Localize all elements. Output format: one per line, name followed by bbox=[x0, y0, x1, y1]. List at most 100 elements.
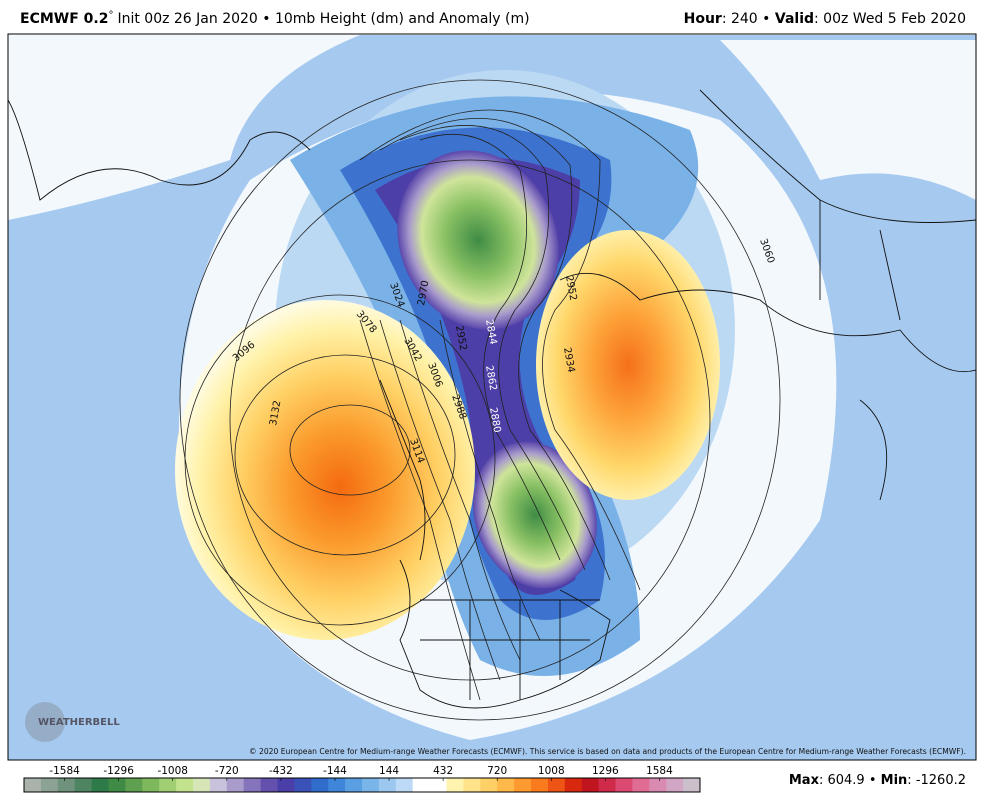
anomaly-fill bbox=[175, 300, 475, 640]
colorbar-swatch bbox=[412, 778, 431, 792]
anomaly-fill bbox=[8, 35, 360, 220]
contour-label: 2880 bbox=[487, 407, 502, 434]
colon: : bbox=[819, 773, 828, 788]
contour bbox=[439, 319, 541, 641]
init-text: Init 00z 26 Jan 2020 • 10mb Height (dm) … bbox=[117, 11, 529, 27]
contour-label: 2844 bbox=[483, 319, 498, 346]
header-left: ECMWF 0.2° Init 00z 26 Jan 2020 • 10mb He… bbox=[20, 10, 530, 27]
contour bbox=[359, 109, 641, 591]
colorbar-swatch bbox=[294, 778, 312, 792]
colorbar-swatch bbox=[74, 778, 93, 792]
colorbar-tick-label: -144 bbox=[323, 765, 347, 777]
min-value: -1260.2 bbox=[916, 773, 966, 788]
contour-label: 2934 bbox=[561, 347, 576, 374]
max-value: 604.9 bbox=[827, 773, 864, 788]
contour bbox=[419, 133, 561, 561]
colorbar-swatch bbox=[226, 778, 245, 792]
colorbar-tick-label: 144 bbox=[379, 765, 399, 777]
coastlines bbox=[8, 89, 976, 709]
hour-value: : 240 • bbox=[722, 11, 775, 27]
logo-text: WEATHERBELL bbox=[38, 717, 120, 728]
hour-label: Hour bbox=[684, 11, 722, 27]
colorbar-swatch bbox=[395, 778, 414, 792]
colorbar-tick-label: 1584 bbox=[646, 765, 673, 777]
logo-icon bbox=[25, 702, 65, 742]
colorbar-swatch bbox=[378, 778, 397, 792]
colorbar-swatch bbox=[429, 778, 447, 792]
colorbar-swatch bbox=[649, 778, 667, 792]
valid-label: Valid bbox=[775, 11, 814, 27]
colorbar-swatch bbox=[497, 778, 515, 792]
colorbar-tick-label: 720 bbox=[487, 765, 507, 777]
coastline bbox=[379, 379, 426, 561]
colorbar-frame bbox=[23, 777, 701, 793]
colorbar-swatch bbox=[260, 778, 278, 792]
colorbar-swatch bbox=[564, 778, 583, 792]
colorbar-swatch bbox=[159, 778, 177, 792]
contour-label: 3132 bbox=[268, 400, 283, 427]
contour-label: 2862 bbox=[483, 365, 498, 392]
colorbar-swatch bbox=[345, 778, 363, 792]
header-right: Hour: 240 • Valid: 00z Wed 5 Feb 2020 bbox=[684, 11, 966, 27]
contour-label: 2952 bbox=[453, 325, 468, 352]
valid-value: : 00z Wed 5 Feb 2020 bbox=[814, 11, 966, 27]
colorbar-tick-label: -720 bbox=[215, 765, 239, 777]
colorbar-swatch bbox=[108, 778, 126, 792]
colorbar-swatch bbox=[142, 778, 160, 792]
colorbar-swatch bbox=[328, 778, 346, 792]
colorbar-swatch bbox=[40, 778, 59, 792]
contour bbox=[379, 319, 501, 681]
contour bbox=[234, 354, 456, 556]
map-frame bbox=[7, 33, 977, 761]
contour bbox=[399, 319, 521, 661]
colorbar-swatch bbox=[362, 778, 380, 792]
colorbar-swatch bbox=[683, 778, 701, 792]
colorbar-swatch bbox=[311, 778, 329, 792]
coastline bbox=[399, 559, 611, 709]
height-contours bbox=[179, 79, 781, 721]
colon: : bbox=[907, 773, 916, 788]
colorbar-swatch bbox=[514, 778, 532, 792]
colorbar-tick-label: 432 bbox=[433, 765, 453, 777]
colorbar-swatch bbox=[91, 778, 109, 792]
coastline bbox=[8, 99, 311, 201]
colorbar-swatch bbox=[547, 778, 566, 792]
colorbar-swatch bbox=[125, 778, 143, 792]
contour bbox=[379, 118, 611, 581]
colorbar-swatch bbox=[57, 778, 76, 792]
model-name: ECMWF 0.2 bbox=[20, 11, 108, 27]
border bbox=[420, 599, 600, 700]
colorbar-tick-label: 1008 bbox=[538, 765, 565, 777]
colorbar-swatch bbox=[193, 778, 211, 792]
colorbar-tick-label: -1296 bbox=[103, 765, 134, 777]
max-min: Max: 604.9 • Min: -1260.2 bbox=[789, 773, 966, 788]
contour bbox=[359, 319, 481, 701]
copyright: © 2020 European Centre for Medium-range … bbox=[249, 747, 966, 756]
separator: • bbox=[865, 773, 881, 788]
colorbar-swatch bbox=[463, 778, 481, 792]
min-label: Min bbox=[881, 773, 908, 788]
colorbar: -1584 -1296 -1008 -720 -432 -144 144 432 720 1008… bbox=[23, 765, 701, 793]
anomaly-fill bbox=[720, 40, 976, 200]
max-label: Max bbox=[789, 773, 820, 788]
contour bbox=[399, 125, 586, 571]
colorbar-swatch bbox=[598, 778, 616, 792]
anomaly-fill bbox=[536, 230, 720, 500]
contour-label: 2952 bbox=[563, 275, 578, 302]
colorbar-swatch bbox=[446, 778, 464, 792]
colorbar-swatch bbox=[24, 778, 42, 792]
colorbar-tick-label: -432 bbox=[269, 765, 293, 777]
colorbar-tick-label: 1296 bbox=[592, 765, 619, 777]
colorbar-swatch bbox=[480, 778, 498, 792]
colorbar-swatch bbox=[531, 778, 549, 792]
coastline bbox=[859, 399, 888, 501]
colorbar-swatch bbox=[632, 778, 650, 792]
colorbar-swatch bbox=[277, 778, 295, 792]
colorbar-swatch bbox=[176, 778, 194, 792]
colorbar-swatch bbox=[581, 778, 600, 792]
anomaly-fill bbox=[397, 150, 559, 330]
map-area: 3060 3096 3078 3132 3042 3024 3006 2988 … bbox=[8, 35, 976, 760]
colorbar-tick-label: -1008 bbox=[157, 765, 188, 777]
